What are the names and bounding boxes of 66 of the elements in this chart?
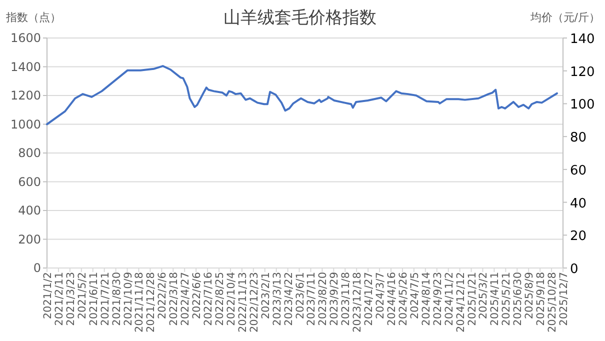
x-tick-label: 2021/5/2 xyxy=(76,272,88,320)
y-tick-label: 200 xyxy=(18,232,41,246)
y-tick-label: 1000 xyxy=(10,117,41,132)
x-tick-label: 2021/2/11 xyxy=(53,272,66,326)
x-tick-label: 2023/11/8 xyxy=(340,272,352,326)
x-tick-label: 2022/3/18 xyxy=(168,272,180,326)
y2-tick-label: 120 xyxy=(570,64,595,80)
y-tick-label: 400 xyxy=(18,204,41,218)
y-tick-label: 1200 xyxy=(10,88,41,102)
x-tick-label: 2023/2/1 xyxy=(260,272,272,320)
x-tick-label: 2025/6/30 xyxy=(512,272,524,326)
y-tick-label: 0 xyxy=(33,261,41,275)
x-tick-label: 2024/4/16 xyxy=(386,272,398,326)
x-tick-label: 2025/12/7 xyxy=(558,272,570,326)
x-tick-label: 2022/10/4 xyxy=(225,272,238,326)
x-tick-label: 2025/8/9 xyxy=(524,272,536,320)
x-tick-label: 2021/1/2 xyxy=(42,272,54,320)
x-tick-label: 2025/10/28 xyxy=(546,272,559,333)
x-tick-label: 2021/7/21 xyxy=(99,272,112,326)
x-tick-label: 2021/10/9 xyxy=(122,272,134,326)
x-tick-label: 2024/7/5 xyxy=(408,272,421,320)
x-tick-label: 2024/9/23 xyxy=(432,272,444,326)
ylabel: 指数（点） xyxy=(6,11,61,24)
x-tick-label: 2024/1/27 xyxy=(363,272,376,326)
x-tick-label: 2023/8/20 xyxy=(317,272,330,326)
x-tick-label: 2022/7/16 xyxy=(202,272,215,326)
x-tick-label: 2021/8/30 xyxy=(110,272,123,326)
y2-tick-label: 20 xyxy=(570,229,587,244)
y2-tick-label: 60 xyxy=(570,163,587,178)
y-tick-label: 1400 xyxy=(10,60,41,74)
x-tick-label: 2021/11/18 xyxy=(134,272,146,333)
x-tick-label: 2025/4/11 xyxy=(489,272,502,326)
x-tick-label: 2024/3/7 xyxy=(374,272,387,320)
x-tick-label: 2023/12/18 xyxy=(352,272,364,333)
y-tick-label: 1600 xyxy=(10,31,41,45)
x-tick-label: 2021/6/11 xyxy=(88,272,100,326)
x-tick-label: 2022/12/23 xyxy=(248,272,260,333)
x-tick-label: 2023/4/22 xyxy=(282,272,295,326)
y2-tick-label: 40 xyxy=(570,196,587,212)
x-tick-label: 2024/12/12 xyxy=(454,272,467,333)
x-tick-label: 2023/7/11 xyxy=(306,272,318,326)
x-tick-label: 2024/11/2 xyxy=(443,272,456,326)
y2-tick-label: 140 xyxy=(570,32,595,47)
y-tick-label: 600 xyxy=(18,174,41,189)
x-tick-label: 2021/3/23 xyxy=(64,272,77,326)
x-tick-label: 2025/9/18 xyxy=(535,272,548,326)
x-tick-label: 2024/5/26 xyxy=(397,272,410,326)
y2-tick-label: 80 xyxy=(570,130,587,146)
x-tick-label: 2025/3/2 xyxy=(478,272,490,320)
x-tick-label: 2023/6/1 xyxy=(294,272,306,320)
x-tick-label: 2024/8/14 xyxy=(420,272,432,326)
x-tick-label: 2025/1/21 xyxy=(466,272,478,326)
title: 山羊绒套毛价格指数 xyxy=(224,8,376,28)
x-tick-label: 2022/8/25 xyxy=(214,272,226,326)
y2-tick-label: 0 xyxy=(570,262,578,277)
x-tick-label: 2023/3/13 xyxy=(271,272,284,326)
x-tick-label: 2022/11/13 xyxy=(236,272,249,333)
x-tick-label: 2022/4/27 xyxy=(180,272,192,326)
x-tick-label: 2022/6/6 xyxy=(191,272,204,320)
y2label: 均价（元/斤） xyxy=(530,11,600,24)
x-tick-label: 2025/5/21 xyxy=(500,272,513,326)
x-tick-label: 2021/12/28 xyxy=(145,272,158,333)
y-tick-label: 800 xyxy=(18,146,41,160)
x-tick-label: 2022/2/6 xyxy=(156,272,169,320)
x-tick-label: 2023/9/29 xyxy=(328,272,341,326)
y2-tick-label: 100 xyxy=(570,98,595,113)
